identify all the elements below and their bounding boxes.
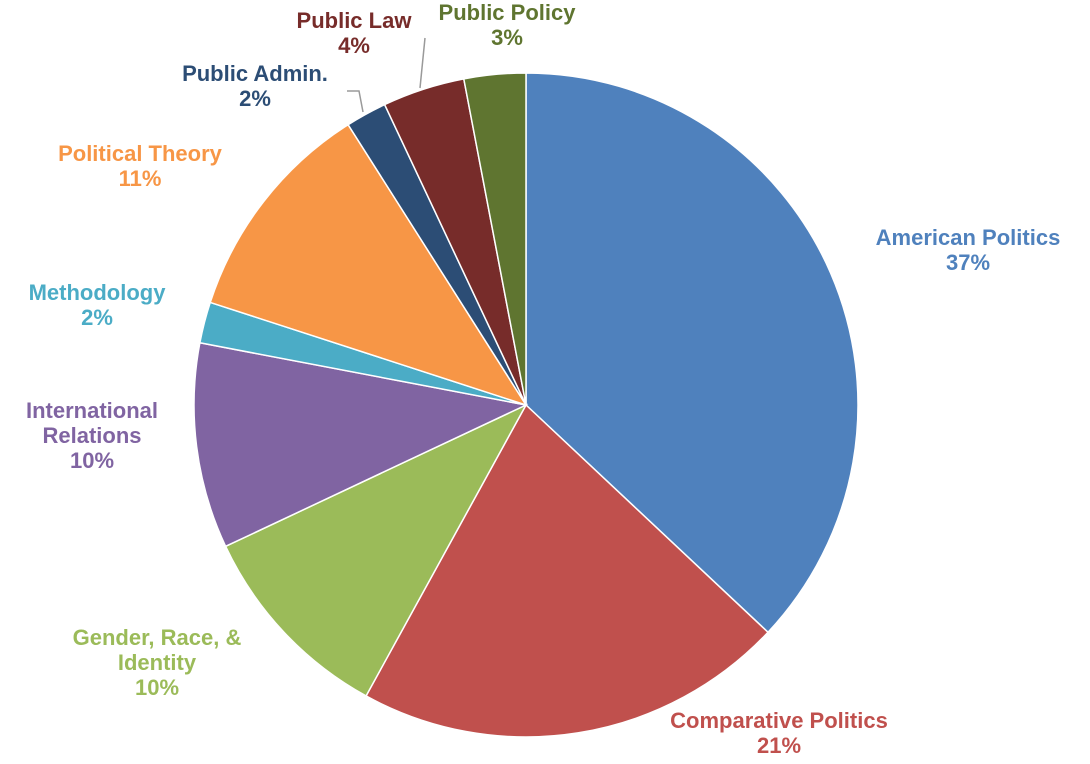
data-label-value: 37% [946, 250, 990, 275]
leader-line-public-law [419, 37, 426, 89]
data-label-value: 2% [239, 86, 271, 111]
data-label-name: Public Law [297, 8, 413, 33]
data-label-name: Comparative Politics [670, 708, 888, 733]
data-label-public-admin: Public Admin.2% [182, 61, 328, 111]
pie-slice-american-politics [525, 72, 859, 634]
data-label-name: International [26, 398, 158, 423]
data-label-name: Relations [42, 423, 141, 448]
data-label-value: 11% [119, 166, 162, 191]
data-label-value: 2% [81, 305, 113, 330]
pie-slice-gender-race-identity [224, 403, 528, 697]
data-label-name: Gender, Race, & [73, 625, 242, 650]
leader-lines [347, 37, 426, 113]
data-label-value: 10% [135, 675, 179, 700]
data-label-name: Public Admin. [182, 61, 328, 86]
data-label-value: 21% [757, 733, 801, 758]
pie-slices [193, 72, 859, 738]
data-label-name: Identity [118, 650, 197, 675]
leader-line-public-admin [347, 90, 364, 113]
data-label-name: Methodology [29, 280, 167, 305]
data-label-name: American Politics [876, 225, 1061, 250]
data-label-value: 10% [70, 448, 114, 473]
pie-slice-political-theory [209, 123, 528, 407]
data-label-value: 3% [491, 25, 523, 50]
data-label-name: Public Policy [439, 0, 577, 25]
pie-slice-public-policy [462, 72, 527, 406]
data-label-value: 4% [338, 33, 370, 58]
data-label-name: Political Theory [58, 141, 223, 166]
pie-slice-international-relations [193, 341, 529, 548]
pie-slice-comparative-politics [365, 403, 770, 738]
